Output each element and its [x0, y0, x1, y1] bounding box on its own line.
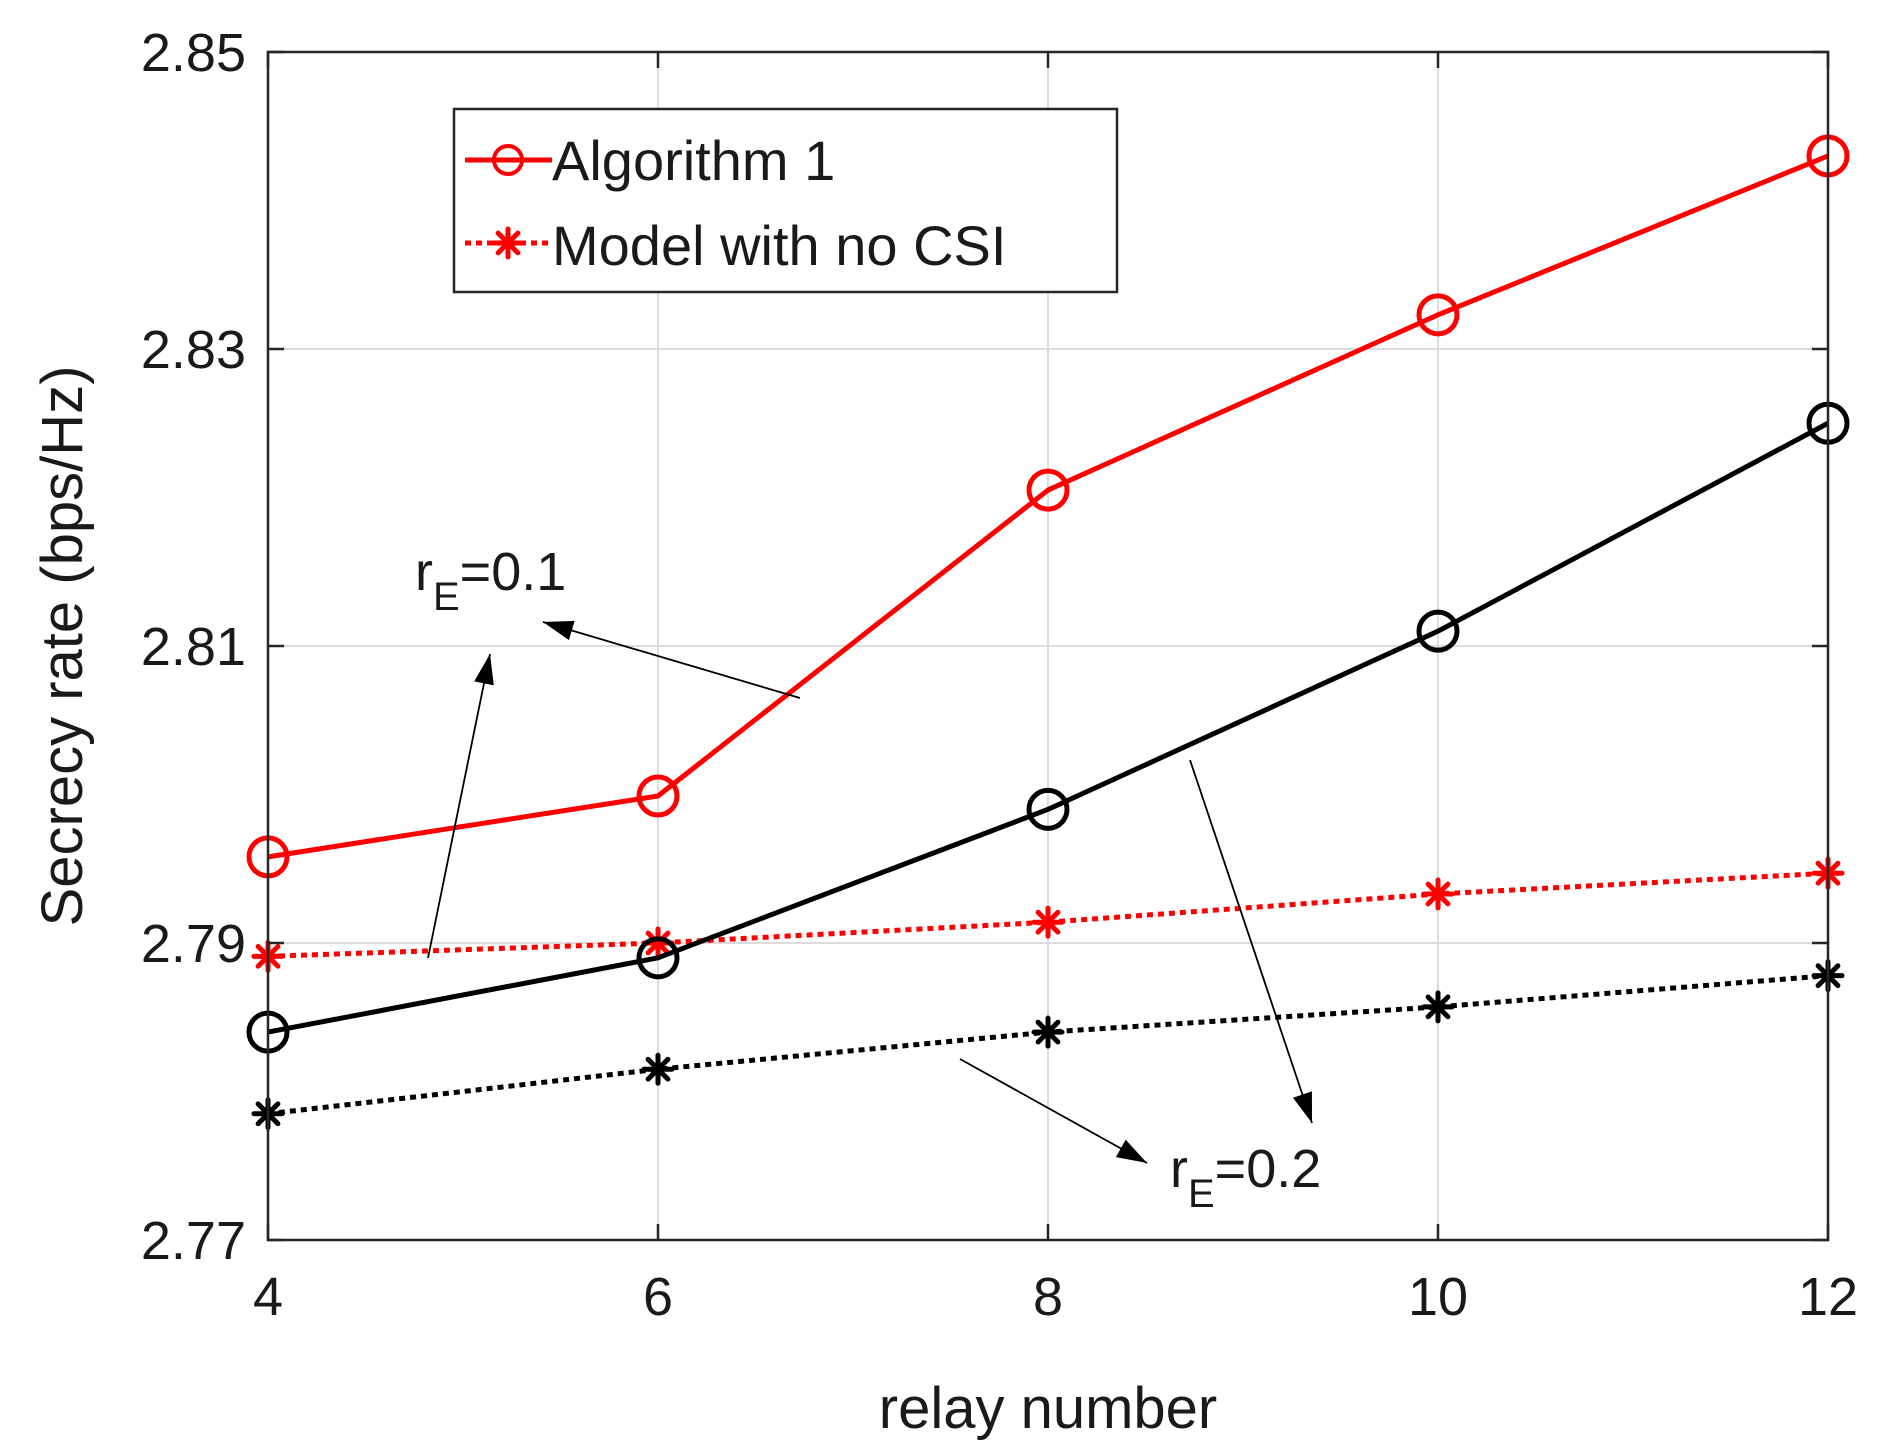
arrow-re01-from-nocsi	[427, 653, 491, 959]
x-tick-label: 10	[1408, 1267, 1468, 1327]
arrow-re02-from-nocsi-head	[1115, 1139, 1147, 1163]
legend-label-no-csi: Model with no CSI	[552, 214, 1006, 277]
arrow-re01-from-nocsi-head	[474, 654, 494, 686]
legend-label-algorithm-1: Algorithm 1	[552, 129, 835, 192]
ticks: 4 6 8 10 12 2.77 2.79 2.81 2.83 2.85	[141, 23, 1858, 1327]
series-line	[267, 153, 1829, 860]
data-point-circle	[1416, 293, 1460, 337]
y-tick-label: 2.81	[141, 617, 246, 677]
data-point-asterisk	[641, 1052, 675, 1086]
data-point-circle	[1026, 468, 1070, 512]
annotation-re-0-2: rE=0.2	[1170, 1139, 1321, 1216]
annotation-re-0-1-text: rE=0.1	[415, 542, 566, 619]
data-point-circle	[636, 774, 680, 818]
y-tick-label: 2.79	[141, 914, 246, 974]
arrow-re02-from-algo-head	[1292, 1091, 1312, 1123]
data-point-circle	[1416, 609, 1460, 653]
asterisk-stroke	[645, 1056, 671, 1082]
legend: Algorithm 1 Model with no CSI	[452, 107, 1119, 294]
x-tick-label: 6	[643, 1267, 673, 1327]
x-tick-label: 4	[253, 1267, 283, 1327]
asterisk-stroke	[1425, 881, 1451, 907]
legend-entry-algorithm-1: Algorithm 1	[465, 129, 835, 192]
legend-circle-marker	[492, 144, 524, 176]
data-point-asterisk	[1421, 990, 1455, 1024]
y-axis-label: Secrecy rate (bps/Hz)	[30, 366, 95, 927]
series-line	[267, 421, 1830, 1035]
arrow-re02-from-nocsi	[959, 1058, 1148, 1164]
data-point-circle	[636, 936, 680, 980]
series-layer	[246, 134, 1850, 1131]
asterisk-stroke	[1425, 994, 1451, 1020]
arrow-re01-to-label-head	[543, 620, 575, 641]
asterisk-stroke	[495, 230, 521, 256]
arrow-re01-to-label	[542, 621, 801, 699]
x-axis-label: relay number	[879, 1376, 1217, 1441]
annotation-re-0-1: rE=0.1	[415, 542, 566, 619]
annotation-arrows	[427, 620, 1313, 1164]
data-point-asterisk	[1031, 1015, 1065, 1049]
y-tick-label: 2.77	[141, 1211, 246, 1271]
y-tick-label: 2.83	[141, 320, 246, 380]
legend-entry-no-csi: Model with no CSI	[465, 214, 1006, 277]
asterisk-stroke	[1035, 1019, 1061, 1045]
legend-asterisk	[491, 226, 525, 260]
legend-box	[452, 107, 1119, 294]
data-point-asterisk	[1421, 877, 1455, 911]
series-line	[267, 870, 1829, 959]
x-tick-label: 8	[1033, 1267, 1063, 1327]
data-point-asterisk	[1031, 905, 1065, 939]
y-tick-label: 2.85	[141, 23, 246, 83]
asterisk-stroke	[1035, 909, 1061, 935]
asterisk-stroke	[645, 930, 671, 956]
data-point-circle	[1026, 787, 1070, 831]
legend-asterisk-marker	[491, 226, 525, 260]
annotation-re-0-2-text: rE=0.2	[1170, 1139, 1321, 1216]
arrow-re02-from-algo	[1189, 759, 1313, 1124]
x-tick-label: 12	[1798, 1267, 1858, 1327]
